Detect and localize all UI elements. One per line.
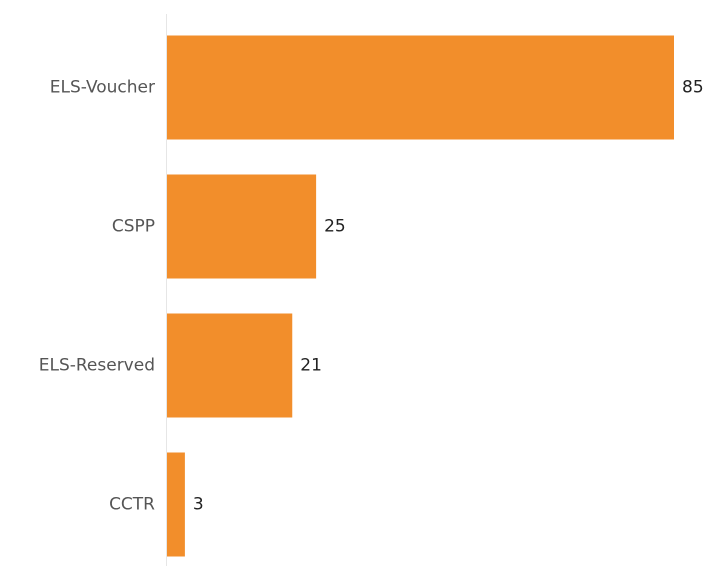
bar bbox=[167, 452, 185, 557]
value-label: 25 bbox=[324, 217, 346, 237]
category-label: ELS-Voucher bbox=[50, 78, 155, 98]
category-label: CSPP bbox=[112, 217, 155, 237]
value-label: 21 bbox=[300, 356, 322, 376]
value-label: 3 bbox=[193, 495, 204, 515]
bar bbox=[167, 35, 674, 140]
category-label: ELS-Reserved bbox=[39, 356, 155, 376]
bar bbox=[167, 174, 317, 279]
value-label: 85 bbox=[682, 78, 704, 98]
category-label: CCTR bbox=[109, 495, 155, 515]
bar bbox=[167, 313, 293, 418]
